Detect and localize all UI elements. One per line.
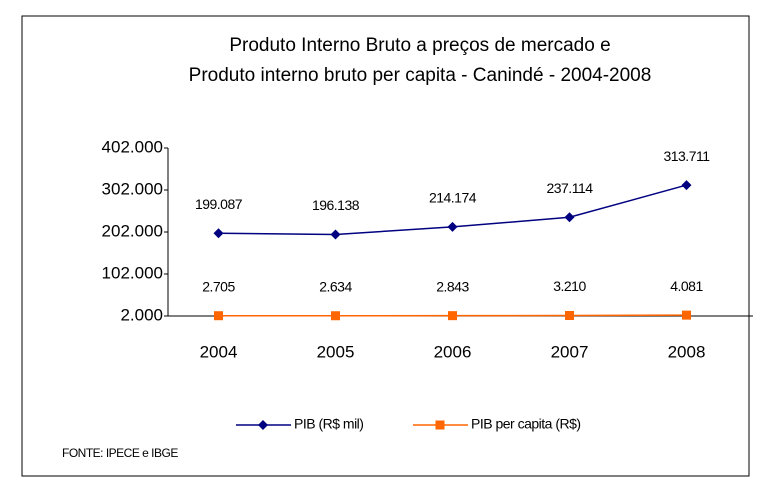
data-point — [681, 180, 692, 191]
data-point — [682, 310, 691, 320]
chart-title: Produto interno bruto per capita - Canin… — [189, 65, 652, 86]
data-label: 196.138 — [312, 197, 360, 213]
source-note: FONTE: IPECE e IBGE — [62, 446, 178, 460]
y-tick-label: 202.000 — [102, 221, 163, 240]
y-tick-label: 402.000 — [102, 137, 163, 156]
chart-border — [21, 15, 750, 477]
data-label: 2.705 — [202, 278, 235, 294]
chart-title: Produto Interno Bruto a preços de mercad… — [229, 35, 610, 56]
x-tick-label: 2008 — [668, 342, 706, 361]
data-label: 2.634 — [319, 278, 352, 294]
data-label: 4.081 — [670, 278, 703, 294]
data-point — [331, 311, 340, 321]
legend-marker — [258, 420, 268, 430]
x-tick-label: 2006 — [434, 342, 472, 361]
data-label: 313.711 — [663, 148, 710, 164]
data-point — [565, 310, 574, 320]
data-label: 199.087 — [195, 196, 243, 212]
data-label: 3.210 — [553, 278, 586, 294]
x-tick-label: 2007 — [551, 342, 589, 361]
data-point — [330, 229, 341, 240]
y-tick-label: 302.000 — [102, 179, 163, 198]
y-tick-label: 2.000 — [120, 305, 163, 324]
legend-label: PIB (R$ mil) — [294, 416, 363, 432]
data-label: 2.843 — [436, 278, 469, 294]
data-point — [448, 311, 457, 321]
data-label: 214.174 — [429, 190, 477, 206]
legend-marker — [435, 420, 445, 430]
data-point — [447, 221, 458, 232]
data-point — [564, 212, 575, 223]
x-tick-label: 2005 — [317, 342, 355, 361]
x-tick-label: 2004 — [200, 342, 238, 361]
data-point — [214, 311, 223, 321]
data-point — [213, 228, 224, 239]
data-label: 237.114 — [546, 180, 593, 196]
y-tick-label: 102.000 — [102, 263, 163, 282]
legend-label: PIB per capita (R$) — [471, 416, 581, 432]
